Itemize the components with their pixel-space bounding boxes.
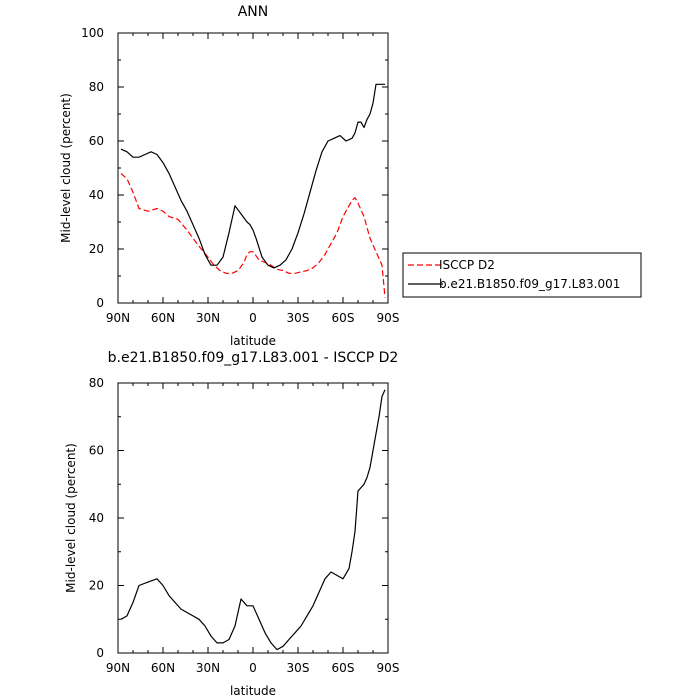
series-line-1	[120, 172, 386, 298]
x-tick-label: 0	[249, 661, 257, 675]
y-axis-label: Mid-level cloud (percent)	[64, 443, 78, 593]
chart-title: ANN	[238, 4, 269, 20]
y-tick-label: 40	[89, 511, 104, 525]
y-tick-label: 20	[89, 579, 104, 593]
x-tick-label: 60S	[332, 311, 355, 325]
x-tick-label: 30N	[196, 661, 220, 675]
x-tick-label: 60N	[151, 311, 175, 325]
y-tick-label: 100	[81, 26, 104, 40]
chart-panel-1: 90N 60N 30N 0 30S 60S 90S 0 20 40 60 80 100 ANN latitu…	[59, 4, 642, 348]
x-tick-label: 30N	[196, 311, 220, 325]
series-line-1	[120, 389, 386, 651]
y-tick-label: 40	[89, 188, 104, 202]
y-axis-label: Mid-level cloud (percent)	[59, 93, 73, 243]
x-tick-label: 90S	[377, 311, 400, 325]
chart-panel-2: 90N 60N 30N 0 30S 60S 90S 0 20 40 60 80 b.e21.B1850.…	[64, 350, 399, 698]
x-tick-label: 90N	[106, 661, 130, 675]
x-tick-label: 30S	[287, 661, 310, 675]
x-tick-label: 30S	[287, 311, 310, 325]
series-line-2	[120, 83, 385, 269]
y-tick-label: 20	[89, 242, 104, 256]
x-tick-label: 90S	[377, 661, 400, 675]
y-tick-label: 60	[89, 134, 104, 148]
y-tick-label: 0	[96, 296, 104, 310]
legend-label: b.e21.B1850.f09_g17.L83.001	[439, 277, 620, 291]
x-tick-label: 60S	[332, 661, 355, 675]
y-tick-label: 80	[89, 376, 104, 390]
x-tick-label: 60N	[151, 661, 175, 675]
legend-label: ISCCP D2	[439, 258, 495, 272]
chart-title: b.e21.B1850.f09_g17.L83.001 - ISCCP D2	[108, 350, 399, 366]
y-tick-label: 0	[96, 646, 104, 660]
x-axis-label: latitude	[230, 334, 276, 348]
x-tick-label: 0	[249, 311, 257, 325]
x-axis-label: latitude	[230, 684, 276, 698]
legend: ISCCP D2 b.e21.B1850.f09_g17.L83.001	[402, 252, 642, 298]
y-tick-label: 60	[89, 444, 104, 458]
y-tick-label: 80	[89, 80, 104, 94]
plot-frame	[117, 382, 389, 654]
x-tick-label: 90N	[106, 311, 130, 325]
plot-frame	[117, 32, 389, 304]
legend-box	[402, 252, 642, 298]
